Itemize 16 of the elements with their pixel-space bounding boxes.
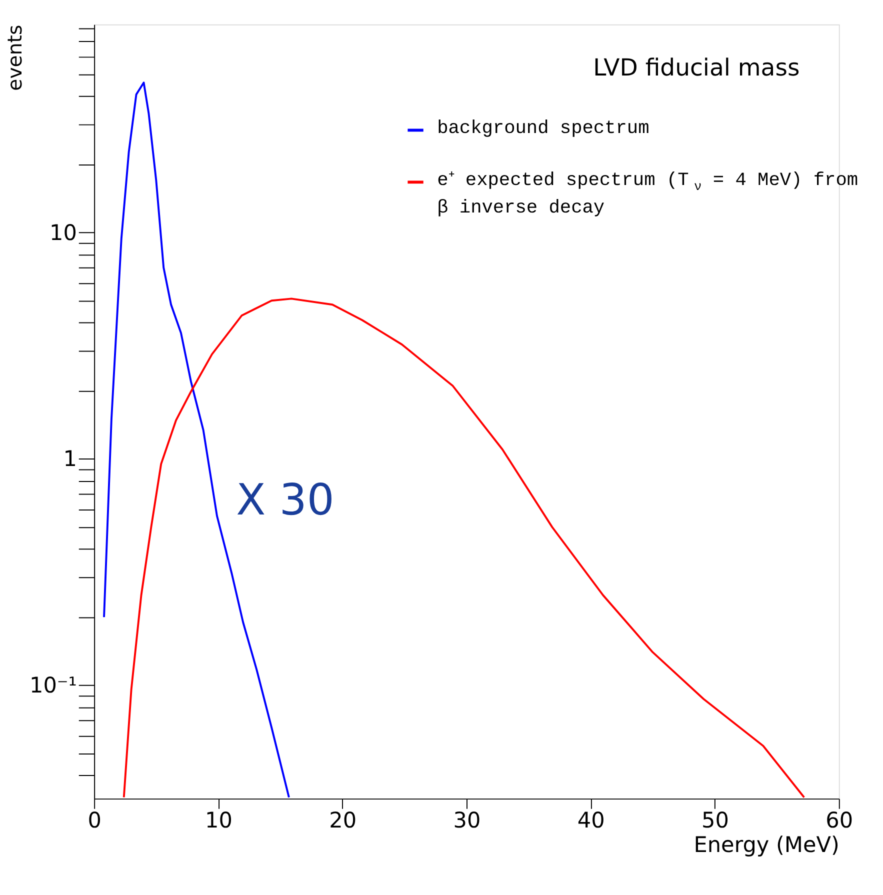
x-tick-label: 60 xyxy=(826,808,854,834)
x-axis-title: Energy (MeV) xyxy=(694,832,840,858)
y-axis-title: events xyxy=(4,24,27,91)
annotation: X 30 xyxy=(236,475,334,526)
y-tick-label: 10⁻¹ xyxy=(29,674,77,699)
y-tick-label: 10 xyxy=(50,220,77,246)
x-tick-label: 50 xyxy=(702,808,729,834)
y-tick-label: 1 xyxy=(63,447,77,472)
x-tick-label: 10 xyxy=(204,808,232,834)
legend-label: background spectrum xyxy=(437,117,650,140)
x-tick-label: 30 xyxy=(453,808,481,834)
legend-title: LVD fiducial mass xyxy=(593,53,800,82)
x-tick-label: 40 xyxy=(577,808,605,834)
x-tick-label: 0 xyxy=(88,808,102,834)
line-series xyxy=(122,298,806,798)
x-tick-label: 20 xyxy=(329,808,357,834)
